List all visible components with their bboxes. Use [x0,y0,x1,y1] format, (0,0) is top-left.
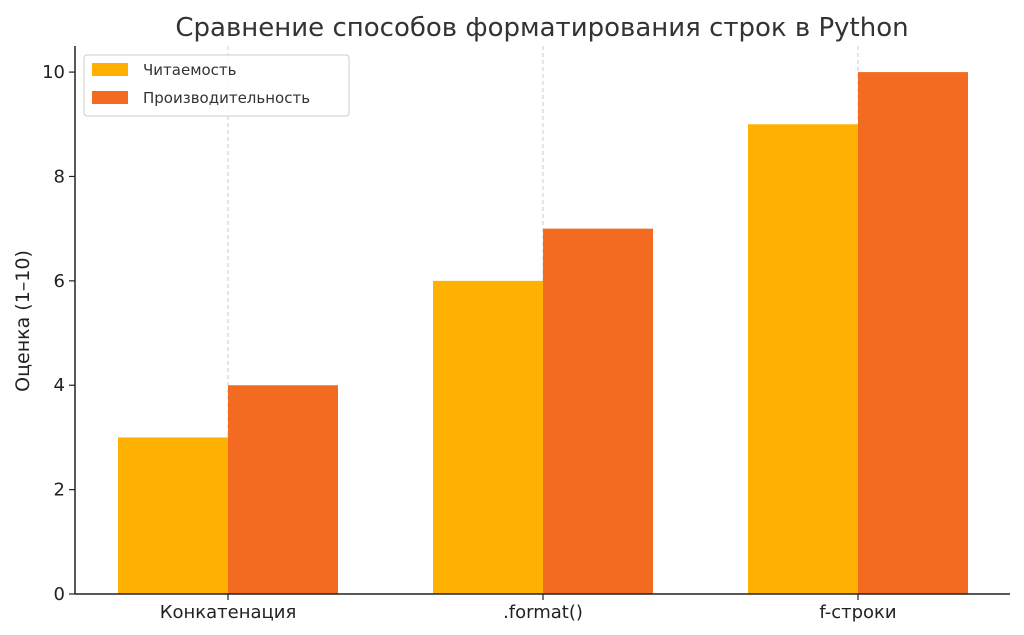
legend-box [83,54,350,117]
legend-swatch-readability [92,63,128,76]
bar-readability [118,437,228,594]
y-tick-label: 4 [54,375,65,396]
x-tick-label: .format() [503,602,583,623]
y-ticks: 0 2 4 6 8 10 [42,62,75,605]
y-axis-label: Оценка (1–10) [12,250,34,392]
bars-layer [118,72,968,595]
legend-label-performance: Производительность [143,89,310,107]
bar-performance [228,385,338,594]
bar-readability [748,124,858,595]
legend-swatch-performance [92,91,128,104]
y-tick-label: 0 [54,584,65,605]
x-ticks: Конкатенация .format() f-строки [160,594,897,623]
legend: Читаемость Производительность [83,54,350,117]
y-tick-label: 10 [42,62,65,83]
y-tick-label: 6 [54,271,65,292]
y-tick-label: 8 [54,166,65,187]
bar-readability [433,280,543,594]
legend-label-readability: Читаемость [143,61,237,79]
x-tick-label: f-строки [819,602,896,623]
chart-title: Сравнение способов форматирования строк … [175,13,908,43]
x-tick-label: Конкатенация [160,602,297,623]
bar-performance [858,72,968,595]
bar-performance [543,228,653,594]
y-tick-label: 2 [54,480,65,501]
